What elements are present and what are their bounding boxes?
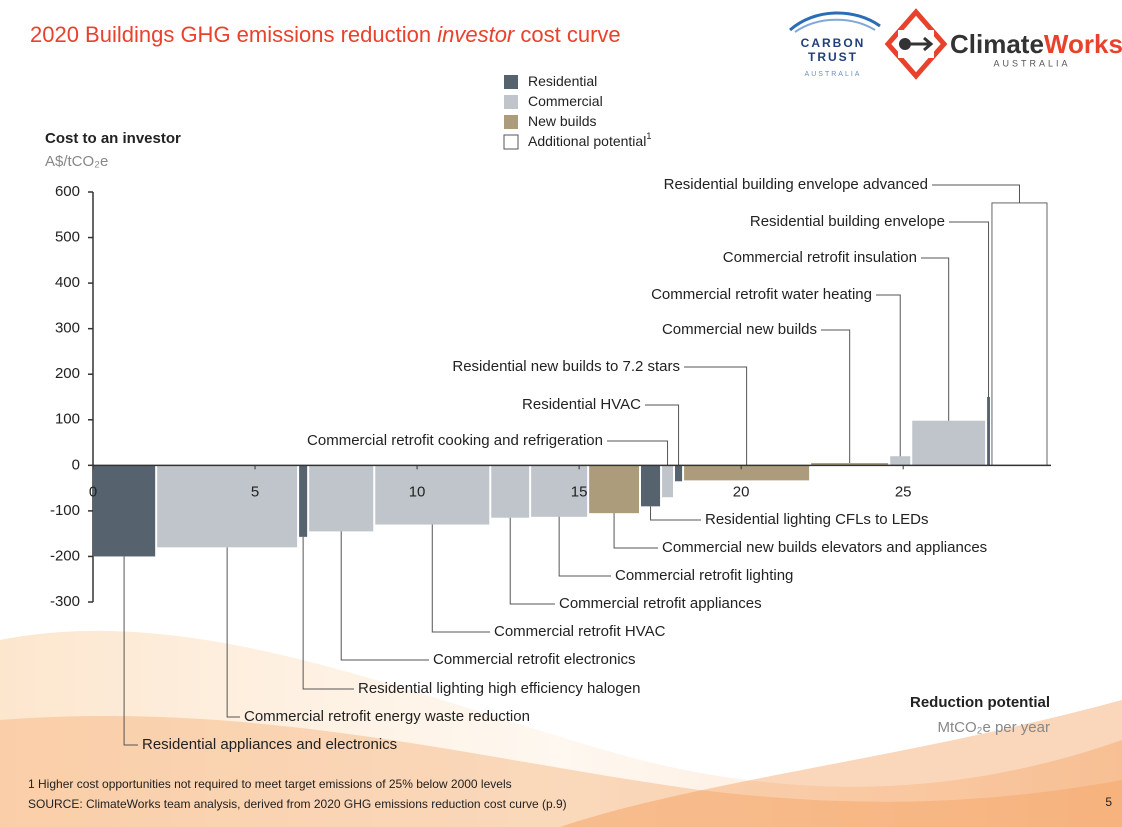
title: 2020 Buildings GHG emissions reduction i… <box>30 22 621 47</box>
logo-text: TRUST <box>808 50 858 64</box>
x-axis-unit: MtCO₂e per year <box>937 719 1050 736</box>
leader-line <box>123 556 138 746</box>
bar-label: Commercial retrofit cooking and refriger… <box>307 432 603 449</box>
background <box>0 630 1122 827</box>
bar-label: Commercial retrofit appliances <box>559 595 762 612</box>
y-tick-label: 400 <box>55 274 80 291</box>
leader-line <box>821 329 851 464</box>
y-axis-label: Cost to an investor <box>45 130 181 147</box>
bar-label: Commercial new builds <box>662 321 817 338</box>
bar-label: Commercial retrofit lighting <box>615 567 793 584</box>
x-tick-label: 25 <box>895 483 912 500</box>
legend-name: New builds <box>528 113 596 129</box>
bar-label: Residential HVAC <box>522 396 641 413</box>
bar <box>375 465 490 525</box>
y-tick-label: 300 <box>55 320 80 337</box>
leader-line <box>876 294 901 457</box>
bar-label: Commercial retrofit electronics <box>433 651 636 668</box>
leader-line <box>340 531 429 661</box>
leader-line <box>226 547 240 718</box>
y-tick-label: -300 <box>50 593 80 610</box>
logo-text: AUSTRALIA <box>993 58 1070 68</box>
bar-label: Commercial new builds elevators and appl… <box>662 539 987 556</box>
bar <box>811 463 889 466</box>
legend-swatch <box>504 75 518 89</box>
leader-line <box>645 404 680 466</box>
y-tick-label: -100 <box>50 502 80 519</box>
logo-text: AUSTRALIA <box>805 71 862 78</box>
x-tick-label: 20 <box>733 483 750 500</box>
legend-label: Additional potential1 <box>528 131 651 148</box>
y-tick-label: 500 <box>55 229 80 246</box>
x-tick-label: 0 <box>89 483 97 500</box>
logo-text: ClimateWorks <box>950 29 1122 59</box>
leader-line <box>431 524 490 633</box>
bar <box>299 465 308 537</box>
legend-label: Residential <box>528 73 597 89</box>
x-tick-label: 5 <box>251 483 259 500</box>
y-tick-label: 100 <box>55 411 80 428</box>
y-tick-label: 0 <box>72 456 80 473</box>
bar <box>309 465 374 532</box>
legend-swatch <box>504 95 518 109</box>
page-number: 5 <box>1105 795 1112 809</box>
bar <box>93 465 156 557</box>
y-tick-label: 600 <box>55 183 80 200</box>
bar <box>157 465 298 548</box>
logo-climateworks: ClimateWorks AUSTRALIA <box>884 8 1122 80</box>
leader-line <box>921 257 950 421</box>
leader-line <box>650 506 701 521</box>
y-axis-unit: A$/tCO₂e <box>45 153 108 170</box>
x-tick-label: 10 <box>409 483 426 500</box>
legend-label: Commercial <box>528 93 603 109</box>
bar-label: Commercial retrofit insulation <box>723 249 917 266</box>
legend-swatch <box>504 115 518 129</box>
bar-label: Commercial retrofit HVAC <box>494 623 666 640</box>
bar <box>991 202 1048 466</box>
bar <box>662 465 674 498</box>
legend-swatch <box>503 134 519 150</box>
bar-label: Residential building envelope <box>750 213 945 230</box>
leader-line <box>949 221 990 397</box>
leader-line <box>558 516 611 577</box>
logo-text: CARBON <box>801 36 866 50</box>
leader-line <box>932 184 1020 203</box>
x-tick-label: 15 <box>571 483 588 500</box>
bar <box>589 465 639 514</box>
bar-label: Residential lighting CFLs to LEDs <box>705 511 928 528</box>
bar-label: Residential building envelope advanced <box>664 176 928 193</box>
y-tick-label: 200 <box>55 365 80 382</box>
bar <box>491 465 530 518</box>
bar <box>890 456 911 466</box>
bar-label: Commercial retrofit water heating <box>651 286 872 303</box>
source: SOURCE: ClimateWorks team analysis, deri… <box>28 797 567 811</box>
bar-label: Residential new builds to 7.2 stars <box>452 358 680 375</box>
y-tick-label: -200 <box>50 547 80 564</box>
leader-line <box>607 440 669 466</box>
bar-label: Residential lighting high efficiency hal… <box>358 680 640 697</box>
bar <box>684 465 810 481</box>
legend-label: New builds <box>528 113 596 129</box>
legend-name: Residential <box>528 73 597 89</box>
bar <box>987 397 990 466</box>
bar <box>675 465 683 482</box>
legend-name: Commercial <box>528 93 603 109</box>
legend-note: 1 <box>646 131 651 141</box>
bar-label: Residential appliances and electronics <box>142 736 397 753</box>
bar <box>531 465 588 517</box>
footnote: 1 Higher cost opportunities not required… <box>28 777 512 791</box>
leader-line <box>302 536 354 690</box>
bar <box>640 465 661 507</box>
legend-name: Additional potential <box>528 133 646 149</box>
x-axis-label: Reduction potential <box>910 694 1050 711</box>
leader-line <box>613 513 658 549</box>
bar-label: Commercial retrofit energy waste reducti… <box>244 708 530 725</box>
bar <box>912 420 986 466</box>
leader-line <box>684 366 748 466</box>
logo-carbon-trust: CARBON TRUST AUSTRALIA <box>789 11 881 78</box>
leader-line <box>509 517 555 605</box>
